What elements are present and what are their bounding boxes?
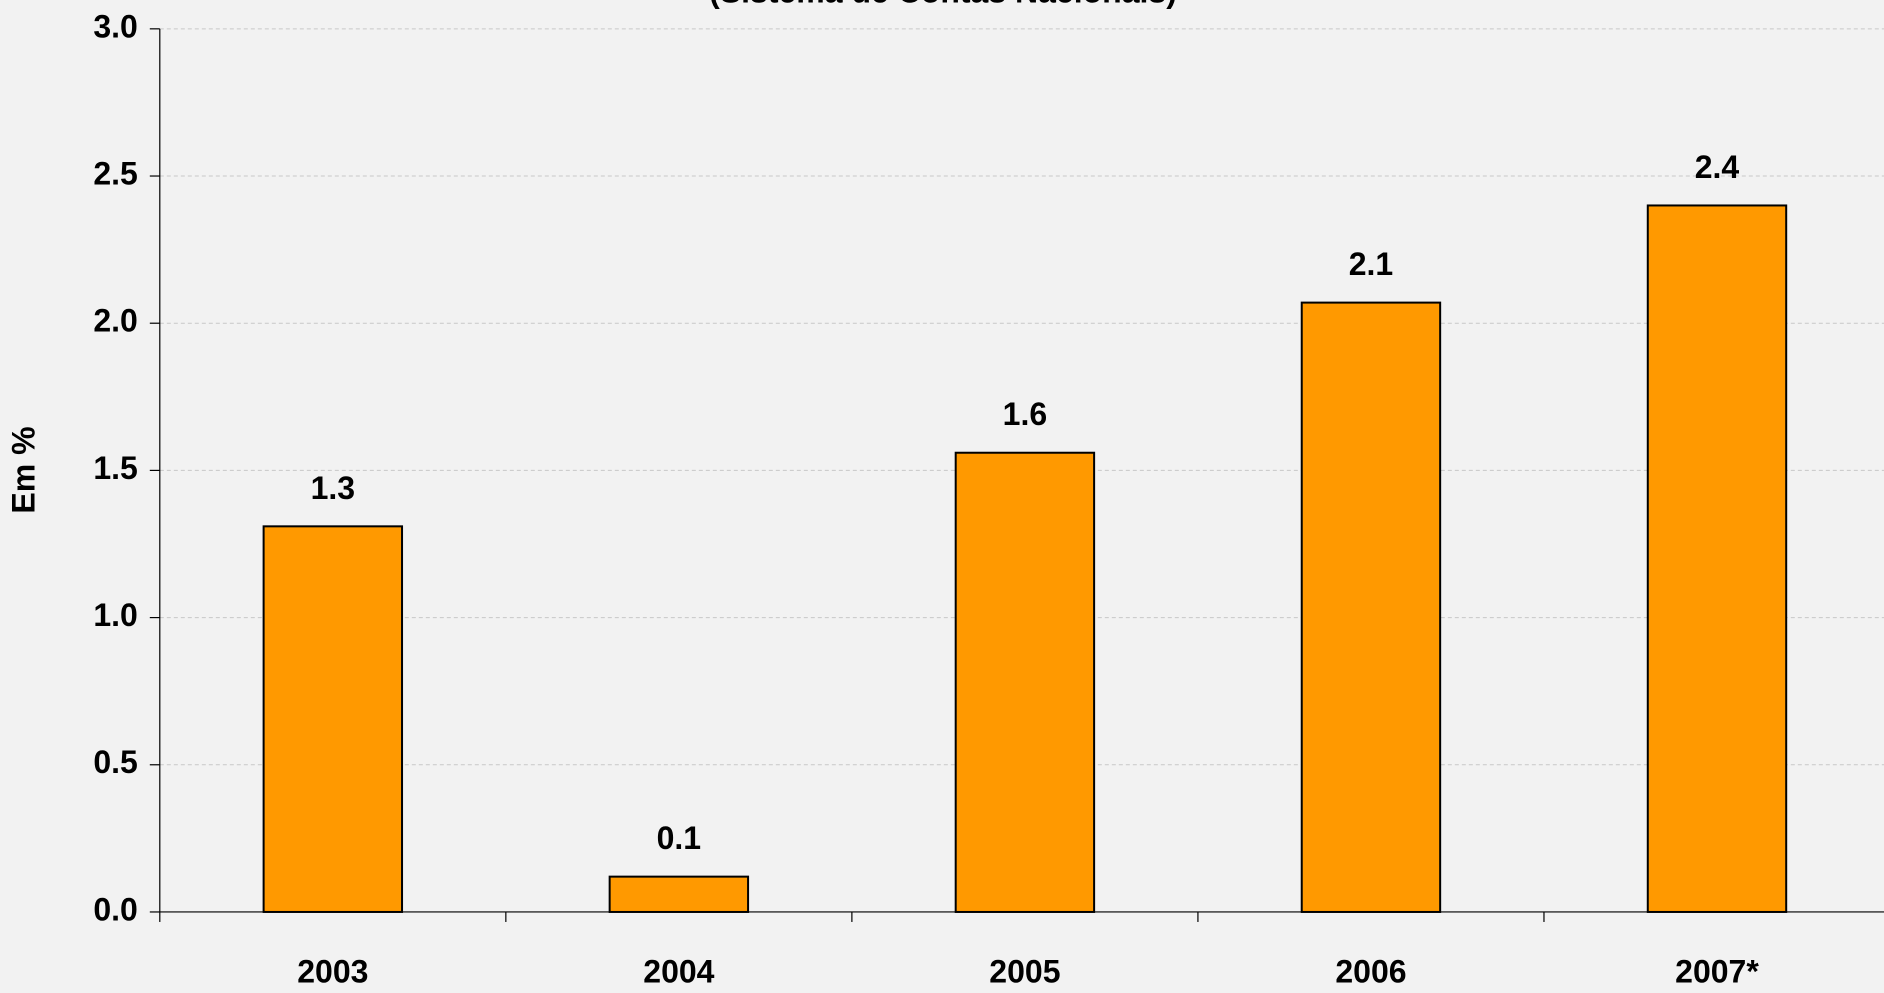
y-tick-label: 2.0 [93,303,137,339]
bar [608,875,750,913]
bar [1300,301,1442,913]
y-tick-label: 1.0 [93,597,137,633]
bar [262,525,404,913]
y-tick-label: 0.0 [93,891,137,927]
x-tick-label: 2003 [297,953,368,989]
value-label: 2.4 [1695,149,1740,185]
bar [1646,204,1788,913]
value-label: 0.1 [657,820,701,856]
y-tick-label: 1.5 [93,450,137,486]
value-label: 1.3 [311,470,355,506]
y-tick-label: 0.5 [93,744,137,780]
chart-title: (Sistema de Contas Nacionais) [709,0,1177,9]
value-label: 2.1 [1349,246,1393,282]
value-label: 1.6 [1003,396,1047,432]
y-tick-label: 3.0 [93,8,137,44]
y-tick-label: 2.5 [93,155,137,191]
x-tick-label: 2006 [1335,953,1406,989]
x-tick-label: 2004 [643,953,714,989]
x-tick-label: 2005 [989,953,1060,989]
bar [954,451,1096,913]
x-tick-label: 2007* [1675,953,1759,989]
y-axis-label: Em % [5,426,41,513]
